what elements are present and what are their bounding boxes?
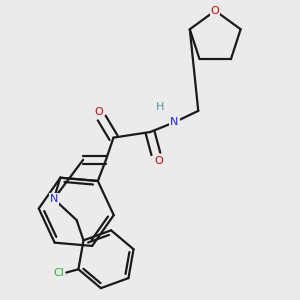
- Text: N: N: [50, 194, 58, 204]
- Text: N: N: [170, 117, 178, 127]
- Text: H: H: [156, 102, 164, 112]
- Text: O: O: [154, 156, 163, 166]
- Text: Cl: Cl: [53, 268, 64, 278]
- Text: O: O: [94, 107, 103, 117]
- Text: O: O: [211, 6, 220, 16]
